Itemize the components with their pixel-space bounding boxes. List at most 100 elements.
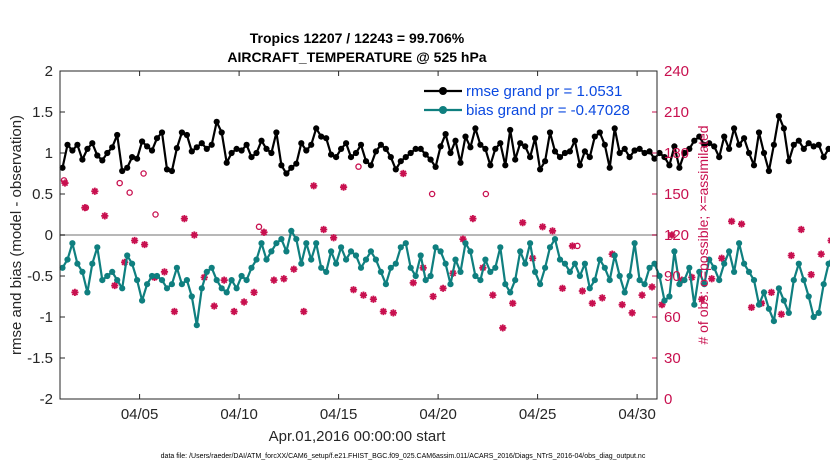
rmse-marker (248, 154, 255, 161)
bias-marker (532, 268, 539, 275)
obs-assimilated-marker (101, 212, 109, 220)
rmse-marker (223, 159, 230, 166)
obs-assimilated-marker (389, 309, 397, 317)
bias-marker (84, 289, 91, 296)
x-tick-label: 04/10 (220, 406, 258, 423)
obs-possible-marker (355, 163, 362, 170)
obs-assimilated-marker (131, 236, 139, 245)
obs-assimilated-marker (330, 234, 338, 242)
rmse-marker (537, 166, 544, 173)
bias-marker (193, 322, 200, 329)
rmse-marker (163, 166, 171, 173)
bias-marker (422, 277, 429, 284)
x-tick-label: 04/20 (419, 406, 457, 423)
rmse-marker (561, 149, 569, 157)
right-y-tick-label: 180 (664, 145, 689, 162)
bias-marker (318, 264, 325, 271)
rmse-marker (686, 145, 693, 152)
bias-marker (770, 318, 778, 325)
bias-marker (452, 256, 459, 263)
right-y-tick-label: 210 (664, 104, 689, 121)
rmse-marker (238, 147, 245, 154)
bias-marker (278, 236, 285, 243)
right-y-tick-label: 150 (664, 186, 689, 203)
bias-marker (492, 264, 499, 271)
rmse-marker (347, 154, 355, 161)
bias-marker (472, 272, 479, 280)
bias-marker (263, 256, 270, 263)
obs-possible-marker (255, 223, 263, 231)
bias-marker (457, 268, 464, 275)
bias-marker (377, 268, 384, 275)
obs-assimilated-marker (300, 307, 308, 316)
rmse-marker (546, 129, 554, 136)
rmse-marker (129, 154, 136, 161)
bias-marker (447, 281, 454, 288)
rmse-marker (283, 170, 290, 177)
bias-marker (158, 277, 166, 284)
chart-marks (59, 70, 830, 400)
rmse-marker (158, 129, 166, 136)
bias-marker (760, 289, 768, 296)
rmse-marker (671, 143, 678, 150)
obs-assimilated-marker (668, 231, 676, 239)
bias-marker (731, 268, 738, 275)
rmse-marker (785, 158, 792, 165)
rmse-marker (104, 149, 111, 157)
rmse-marker (144, 143, 151, 150)
obs-assimilated-marker (111, 281, 119, 290)
bias-marker (298, 260, 305, 267)
rmse-marker (422, 151, 429, 158)
rmse-marker (357, 141, 365, 148)
rmse-marker (527, 154, 534, 161)
rmse-marker (243, 141, 250, 148)
rmse-marker (641, 149, 648, 157)
bias-marker (815, 309, 822, 316)
rmse-marker (362, 158, 370, 165)
bias-marker (168, 281, 175, 288)
rmse-marker (691, 137, 698, 144)
bias-marker (357, 264, 365, 271)
obs-assimilated-marker (339, 183, 348, 191)
rmse-marker (318, 133, 325, 140)
bias-marker (333, 260, 340, 267)
rmse-marker (402, 154, 409, 161)
rmse-marker (621, 145, 628, 152)
rmse-marker (452, 137, 459, 144)
left-y-tick-label: -1 (40, 309, 53, 326)
bias-marker (432, 244, 439, 251)
rmse-marker (741, 135, 748, 142)
bias-marker (134, 277, 141, 284)
rmse-marker (736, 141, 743, 148)
legend-rmse-label: rmse grand pr = 1.0531 (466, 83, 622, 100)
bias-marker (611, 252, 618, 259)
bias-marker (676, 281, 683, 288)
obs-assimilated-marker (817, 250, 825, 258)
bias-marker (258, 240, 265, 247)
bias-marker (616, 272, 623, 280)
bias-marker (691, 301, 698, 308)
bias-marker (626, 272, 633, 280)
obs-assimilated-marker (797, 225, 805, 234)
rmse-marker (755, 129, 763, 136)
rmse-marker (820, 154, 827, 161)
rmse-marker (203, 145, 210, 152)
bias-marker (780, 297, 788, 304)
bias-marker (148, 272, 156, 280)
bias-marker (69, 240, 76, 247)
bias-marker (313, 240, 320, 247)
rmse-marker (646, 148, 653, 155)
rmse-marker (462, 133, 469, 140)
rmse-marker (124, 164, 131, 171)
rmse-marker (651, 155, 658, 162)
rmse-marker (89, 140, 96, 147)
bias-marker (248, 264, 255, 271)
rmse-marker (64, 141, 71, 148)
rmse-marker (487, 162, 494, 169)
rmse-marker (288, 164, 295, 171)
rmse-marker (372, 148, 379, 155)
right-y-tick-label: 240 (664, 63, 689, 80)
obs-possible-marker (428, 190, 436, 198)
obs-assimilated-marker (658, 301, 666, 309)
obs-assimilated-marker (787, 251, 795, 260)
